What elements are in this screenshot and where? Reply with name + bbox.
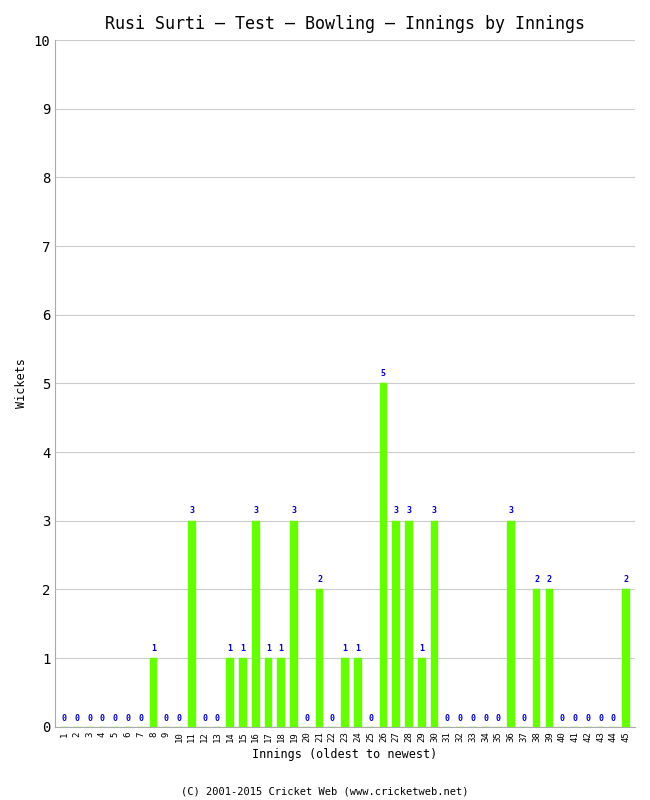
Bar (226, 658, 234, 727)
Text: 0: 0 (368, 714, 373, 723)
Y-axis label: Wickets: Wickets (15, 358, 28, 409)
Bar (405, 521, 413, 727)
Text: 2: 2 (534, 575, 539, 584)
Bar (431, 521, 438, 727)
Text: 1: 1 (227, 644, 233, 653)
Text: 0: 0 (138, 714, 143, 723)
X-axis label: Innings (oldest to newest): Innings (oldest to newest) (252, 748, 437, 761)
Bar (239, 658, 247, 727)
Text: 1: 1 (343, 644, 348, 653)
Bar (533, 590, 541, 727)
Text: 0: 0 (164, 714, 169, 723)
Text: 0: 0 (471, 714, 475, 723)
Text: 0: 0 (521, 714, 527, 723)
Text: 0: 0 (611, 714, 616, 723)
Text: 0: 0 (598, 714, 603, 723)
Text: 0: 0 (330, 714, 335, 723)
Bar (278, 658, 285, 727)
Bar (507, 521, 515, 727)
Text: 2: 2 (547, 575, 552, 584)
Bar (252, 521, 259, 727)
Text: 0: 0 (112, 714, 118, 723)
Text: 0: 0 (87, 714, 92, 723)
Text: 3: 3 (406, 506, 411, 515)
Bar (150, 658, 157, 727)
Text: 3: 3 (291, 506, 296, 515)
Bar (316, 590, 323, 727)
Text: 2: 2 (623, 575, 629, 584)
Bar (354, 658, 361, 727)
Text: 0: 0 (445, 714, 450, 723)
Bar (265, 658, 272, 727)
Text: 0: 0 (496, 714, 501, 723)
Text: 3: 3 (508, 506, 514, 515)
Bar (380, 383, 387, 727)
Text: 1: 1 (279, 644, 284, 653)
Text: 0: 0 (177, 714, 181, 723)
Text: 5: 5 (381, 369, 386, 378)
Text: 0: 0 (304, 714, 309, 723)
Text: 0: 0 (560, 714, 565, 723)
Text: 1: 1 (151, 644, 156, 653)
Bar (290, 521, 298, 727)
Text: 0: 0 (62, 714, 66, 723)
Text: 3: 3 (189, 506, 194, 515)
Bar (545, 590, 553, 727)
Text: 0: 0 (483, 714, 488, 723)
Text: 0: 0 (215, 714, 220, 723)
Bar (188, 521, 196, 727)
Text: 0: 0 (202, 714, 207, 723)
Title: Rusi Surti – Test – Bowling – Innings by Innings: Rusi Surti – Test – Bowling – Innings by… (105, 15, 585, 33)
Text: 2: 2 (317, 575, 322, 584)
Text: 3: 3 (254, 506, 258, 515)
Bar (341, 658, 349, 727)
Text: 1: 1 (419, 644, 424, 653)
Text: 3: 3 (394, 506, 398, 515)
Bar (393, 521, 400, 727)
Text: 0: 0 (585, 714, 590, 723)
Bar (622, 590, 630, 727)
Text: 0: 0 (125, 714, 131, 723)
Text: 1: 1 (356, 644, 360, 653)
Text: 0: 0 (573, 714, 577, 723)
Text: (C) 2001-2015 Cricket Web (www.cricketweb.net): (C) 2001-2015 Cricket Web (www.cricketwe… (181, 786, 469, 796)
Text: 0: 0 (100, 714, 105, 723)
Text: 1: 1 (240, 644, 246, 653)
Text: 1: 1 (266, 644, 271, 653)
Text: 0: 0 (74, 714, 79, 723)
Bar (418, 658, 426, 727)
Text: 3: 3 (432, 506, 437, 515)
Text: 0: 0 (458, 714, 463, 723)
